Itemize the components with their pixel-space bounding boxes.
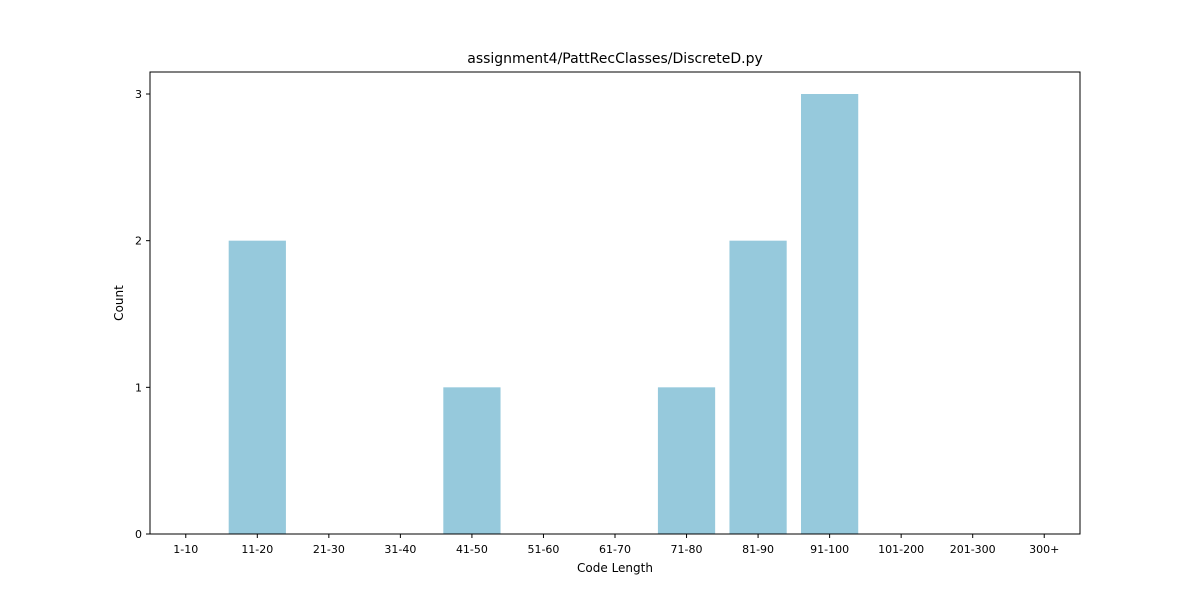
x-axis: 1-10 11-20 21-30 31-40 41-50 51-60 61-70 71-80 8… [173,534,1059,556]
plot-frame [149,71,1081,535]
x-tick-label: 201-300 [950,543,996,556]
y-tick-label: 3 [135,88,142,101]
x-tick-label: 71-80 [671,543,703,556]
x-tick-label: 21-30 [313,543,345,556]
x-tick-label: 1-10 [173,543,198,556]
bar-91-100 [801,94,859,534]
y-tick-label: 2 [135,235,142,248]
bar-41-50 [443,387,501,534]
x-tick-label: 31-40 [384,543,416,556]
x-tick-label: 51-60 [527,543,559,556]
chart-title: assignment4/PattRecClasses/DiscreteD.py [467,51,763,67]
x-tick-label: 81-90 [742,543,774,556]
bars-layer [228,94,859,535]
y-axis-label: Count [112,285,126,321]
y-tick-label: 1 [135,381,142,394]
x-axis-label: Code Length [577,561,653,575]
y-tick-label: 0 [135,528,142,541]
y-axis: 0 1 2 3 [135,88,150,541]
x-tick-label: 41-50 [456,543,488,556]
bar-81-90 [729,240,787,535]
x-tick-label: 300+ [1029,543,1059,556]
x-tick-label: 61-70 [599,543,631,556]
x-tick-label: 101-200 [878,543,924,556]
x-tick-label: 11-20 [241,543,273,556]
bar-71-80 [657,387,716,534]
x-tick-label: 91-100 [810,543,849,556]
bar-11-20 [228,240,286,535]
